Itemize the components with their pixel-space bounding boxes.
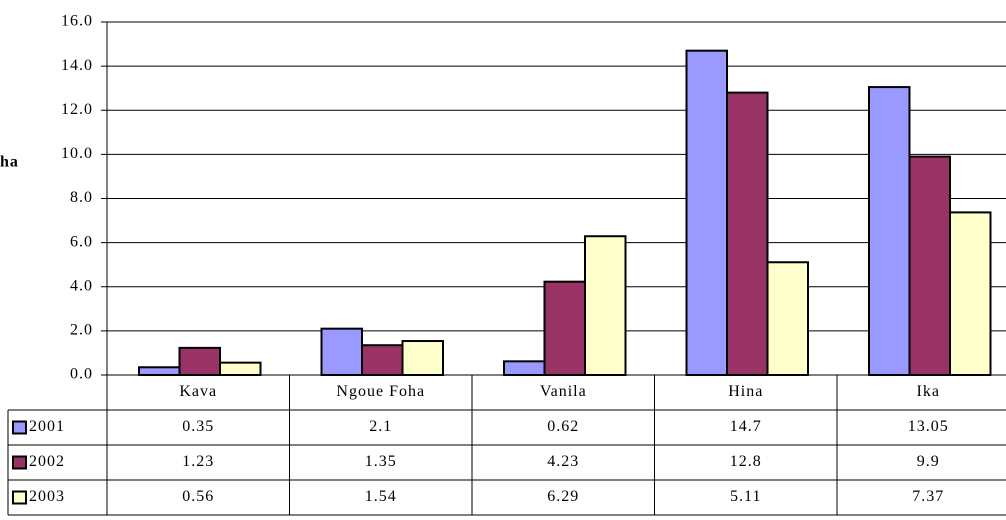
bar: [219, 361, 262, 376]
y-axis-label: ha: [0, 154, 19, 171]
y-tick-label: 12.0: [61, 101, 93, 118]
y-tick-label: 16.0: [61, 13, 93, 30]
y-tick-label: 14.0: [61, 57, 93, 74]
y-tick-label: 6.0: [70, 233, 93, 250]
bar: [401, 340, 444, 376]
x-tick-label: Hina: [728, 383, 763, 400]
x-tick-label: Ngoue Foha: [336, 383, 425, 400]
bar: [766, 261, 809, 376]
table-cell: 2.1: [369, 418, 392, 435]
table-cell: 13.05: [908, 418, 949, 435]
table-cell: 12.8: [730, 453, 762, 470]
table-cell: 5.11: [730, 488, 761, 505]
y-tick-label: 10.0: [61, 145, 93, 162]
table-cell: 0.35: [182, 418, 214, 435]
bar: [361, 344, 404, 377]
bar: [908, 155, 951, 376]
bar: [138, 366, 181, 377]
bar: [503, 360, 546, 377]
x-tick-label: Ika: [917, 383, 940, 400]
legend-swatch: [12, 455, 27, 470]
bar: [685, 49, 728, 377]
y-tick-label: 8.0: [70, 189, 93, 206]
bar: [949, 211, 992, 376]
legend-label: 2003: [29, 488, 65, 505]
table-cell: 1.23: [182, 453, 214, 470]
legend-label: 2001: [29, 418, 65, 435]
table-cell: 14.7: [730, 418, 762, 435]
legend-swatch: [12, 420, 27, 435]
table-cell: 4.23: [547, 453, 579, 470]
legend-label: 2002: [29, 453, 65, 470]
x-tick-label: Vanila: [540, 383, 587, 400]
table-cell: 0.56: [182, 488, 214, 505]
bar: [543, 280, 586, 376]
table-cell: 1.54: [365, 488, 397, 505]
table-cell: 9.9: [917, 453, 940, 470]
bar: [726, 91, 769, 376]
bar: [868, 86, 911, 376]
x-tick-label: Kava: [179, 383, 217, 400]
bar: [178, 346, 221, 377]
y-tick-label: 2.0: [70, 322, 93, 339]
table-cell: 6.29: [547, 488, 579, 505]
table-cell: 1.35: [365, 453, 397, 470]
bar: [584, 235, 627, 376]
table-cell: 7.37: [912, 488, 944, 505]
legend-swatch: [12, 490, 27, 505]
y-tick-label: 4.0: [70, 277, 93, 294]
y-tick-label: 0.0: [70, 366, 93, 383]
bar: [320, 327, 363, 377]
table-cell: 0.62: [547, 418, 579, 435]
